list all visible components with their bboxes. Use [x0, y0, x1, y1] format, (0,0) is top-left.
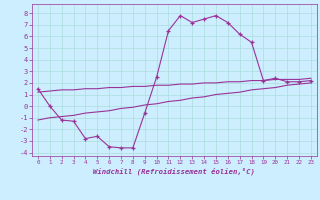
X-axis label: Windchill (Refroidissement éolien,°C): Windchill (Refroidissement éolien,°C): [93, 168, 255, 175]
